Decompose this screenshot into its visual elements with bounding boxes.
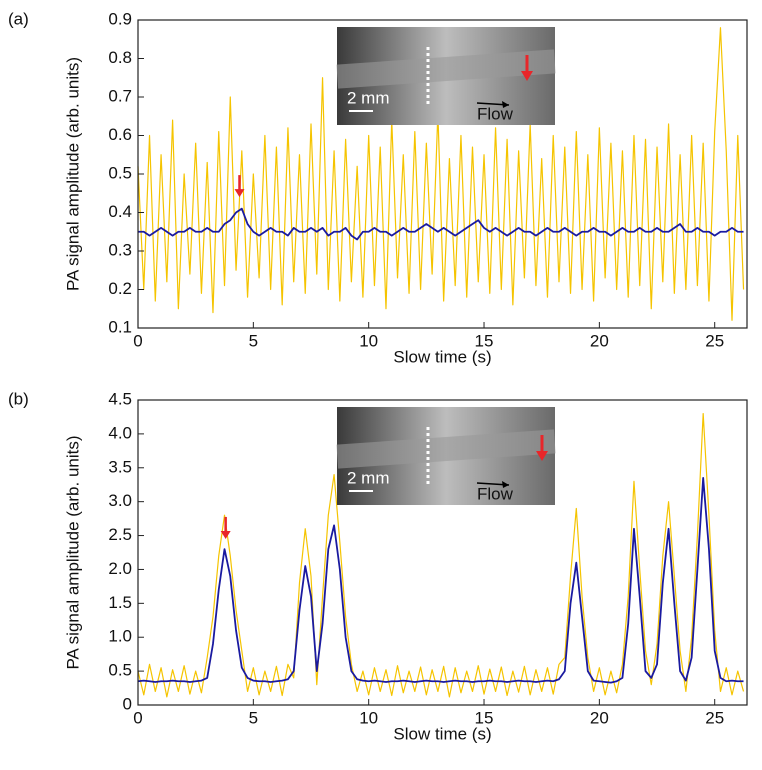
y-tick-label: 3.5 bbox=[108, 457, 132, 476]
x-tick-label: 15 bbox=[475, 708, 494, 727]
panel-label: (a) bbox=[8, 9, 29, 28]
panel-label: (b) bbox=[8, 389, 29, 408]
x-axis-label: Slow time (s) bbox=[393, 347, 491, 366]
panel: (a) 0.1 0.2 0.3 0.4 0.5 0.6 0.7 0.8 0.9 0 5 10 15 20 25… bbox=[8, 9, 748, 366]
flow-label: Flow bbox=[477, 484, 514, 503]
x-tick-label: 20 bbox=[590, 331, 609, 350]
panel: (b) 0 0.5 1.0 1.5 2.0 2.5 3.0 3.5 4.0 4.5 0 5 10 15 20 2… bbox=[8, 389, 748, 743]
inset-red-arrowhead bbox=[536, 451, 548, 461]
y-tick-label: 2.0 bbox=[108, 559, 132, 578]
vessel bbox=[336, 49, 556, 89]
x-tick-label: 0 bbox=[133, 708, 142, 727]
y-tick-label: 0.9 bbox=[108, 9, 132, 28]
y-tick-label: 0.8 bbox=[108, 48, 132, 67]
y-axis-label: PA signal amplitude (arb. units) bbox=[63, 435, 82, 669]
y-tick-label: 2.5 bbox=[108, 525, 132, 544]
x-tick-label: 5 bbox=[249, 331, 258, 350]
x-tick-label: 5 bbox=[249, 708, 258, 727]
y-tick-label: 0.4 bbox=[108, 202, 132, 221]
x-tick-label: 20 bbox=[590, 708, 609, 727]
x-axis-label: Slow time (s) bbox=[393, 724, 491, 743]
y-tick-label: 1.5 bbox=[108, 593, 132, 612]
y-tick-label: 0.3 bbox=[108, 240, 132, 259]
raw-signal-line bbox=[137, 412, 745, 698]
smoothed-line bbox=[138, 207, 744, 241]
x-tick-label: 15 bbox=[475, 331, 494, 350]
y-tick-label: 4.5 bbox=[108, 389, 132, 408]
x-tick-label: 25 bbox=[705, 708, 724, 727]
y-tick-label: 0.5 bbox=[108, 661, 132, 680]
y-tick-label: 0.7 bbox=[108, 86, 132, 105]
plot-red-arrowhead bbox=[220, 530, 231, 539]
y-tick-label: 0.6 bbox=[108, 125, 132, 144]
inset-red-arrowhead bbox=[521, 71, 533, 81]
x-tick-label: 10 bbox=[359, 331, 378, 350]
y-tick-label: 1.0 bbox=[108, 627, 132, 646]
vessel bbox=[336, 429, 556, 469]
x-tick-label: 0 bbox=[133, 331, 142, 350]
y-tick-label: 0 bbox=[123, 694, 132, 713]
y-tick-label: 0.2 bbox=[108, 279, 132, 298]
scale-label: 2 mm bbox=[347, 88, 390, 107]
y-tick-label: 4.0 bbox=[108, 423, 132, 442]
plot-red-arrowhead bbox=[234, 189, 245, 198]
x-tick-label: 10 bbox=[359, 708, 378, 727]
y-axis-label: PA signal amplitude (arb. units) bbox=[63, 57, 82, 291]
y-tick-label: 0.1 bbox=[108, 317, 132, 336]
y-tick-label: 3.0 bbox=[108, 491, 132, 510]
flow-label: Flow bbox=[477, 104, 514, 123]
y-tick-label: 0.5 bbox=[108, 163, 132, 182]
flow-arrowhead bbox=[502, 481, 509, 488]
x-tick-label: 25 bbox=[705, 331, 724, 350]
plot-frame bbox=[137, 399, 748, 706]
scale-label: 2 mm bbox=[347, 468, 390, 487]
smoothed-line bbox=[137, 477, 744, 684]
flow-arrowhead bbox=[502, 101, 509, 108]
